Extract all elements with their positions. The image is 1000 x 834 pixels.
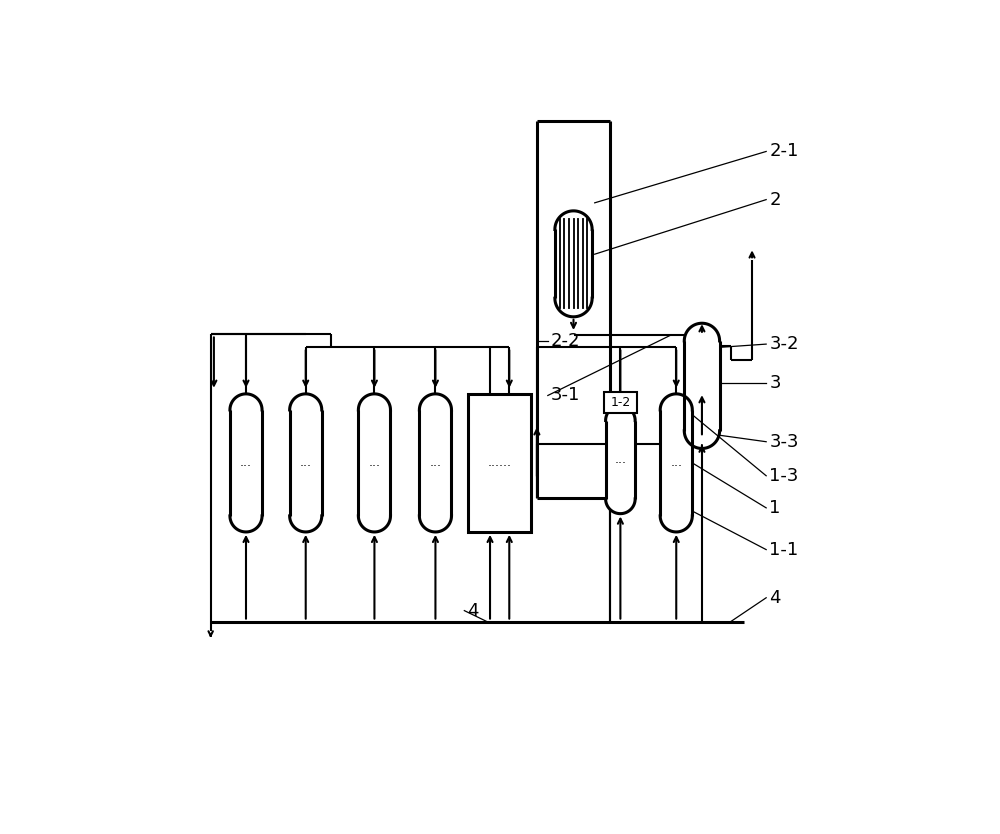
Polygon shape xyxy=(660,410,692,516)
Text: 2-2: 2-2 xyxy=(551,332,581,350)
Bar xyxy=(604,392,637,413)
Ellipse shape xyxy=(660,500,692,532)
Polygon shape xyxy=(290,410,322,516)
Bar xyxy=(468,394,531,532)
Text: 1-1: 1-1 xyxy=(769,540,799,559)
Ellipse shape xyxy=(358,394,390,426)
Polygon shape xyxy=(358,410,390,516)
Ellipse shape xyxy=(606,484,635,514)
Text: 1-3: 1-3 xyxy=(769,467,799,485)
Text: ...: ... xyxy=(240,456,252,470)
Ellipse shape xyxy=(230,394,262,426)
Ellipse shape xyxy=(684,413,720,449)
Ellipse shape xyxy=(419,500,451,532)
Text: 3-1: 3-1 xyxy=(551,386,580,404)
Text: ...: ... xyxy=(614,453,626,466)
Polygon shape xyxy=(419,410,451,516)
Text: 4: 4 xyxy=(468,601,479,620)
Text: ...: ... xyxy=(300,456,312,470)
Text: 3-3: 3-3 xyxy=(769,433,799,450)
Text: ...: ... xyxy=(368,456,380,470)
Text: 3: 3 xyxy=(769,374,781,392)
Ellipse shape xyxy=(290,394,322,426)
Ellipse shape xyxy=(606,406,635,435)
Text: 1-2: 1-2 xyxy=(610,396,631,409)
Ellipse shape xyxy=(230,500,262,532)
Text: 1: 1 xyxy=(769,499,781,517)
Ellipse shape xyxy=(358,500,390,532)
Text: 2-1: 2-1 xyxy=(769,143,799,160)
Polygon shape xyxy=(230,410,262,516)
Ellipse shape xyxy=(660,394,692,426)
Text: ...: ... xyxy=(670,456,682,470)
Text: 3-2: 3-2 xyxy=(769,335,799,353)
Text: 4: 4 xyxy=(769,589,781,607)
Ellipse shape xyxy=(684,324,720,359)
Ellipse shape xyxy=(555,211,592,248)
Text: ......: ...... xyxy=(488,456,512,470)
Ellipse shape xyxy=(555,279,592,317)
Ellipse shape xyxy=(290,500,322,532)
Text: ...: ... xyxy=(429,456,441,470)
Polygon shape xyxy=(684,341,720,431)
Polygon shape xyxy=(555,229,592,299)
Ellipse shape xyxy=(419,394,451,426)
Text: 2: 2 xyxy=(769,191,781,208)
Polygon shape xyxy=(606,420,635,499)
